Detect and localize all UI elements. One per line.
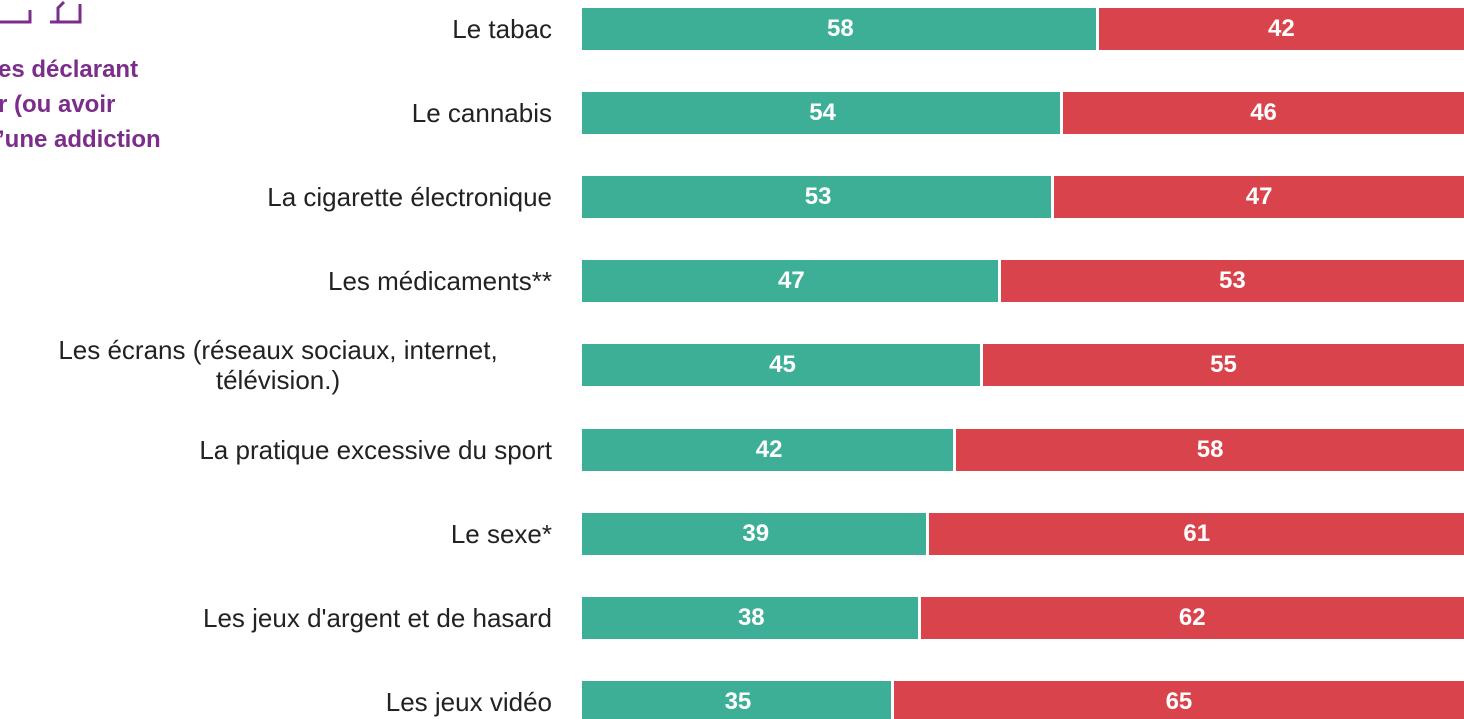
value-label: 55 xyxy=(1210,351,1237,379)
bar-segment xyxy=(956,428,1464,471)
bar-segment xyxy=(582,92,1064,135)
annotation: r (ou avoir xyxy=(0,91,116,118)
value-label: 35 xyxy=(724,687,752,715)
bar-segment xyxy=(582,8,1099,50)
category-label: La pratique excessive du sport xyxy=(199,434,552,465)
value-label: 65 xyxy=(1165,687,1193,715)
category-label: Le sexe* xyxy=(450,518,552,549)
bar-segment xyxy=(893,680,1464,719)
value-label: 53 xyxy=(1219,267,1246,295)
bar-segment xyxy=(582,344,983,387)
value-label: 45 xyxy=(769,351,796,379)
bar-segment xyxy=(920,596,1464,639)
value-label: 47 xyxy=(778,267,805,295)
bar-segment xyxy=(582,428,957,471)
category-label: Le tabac xyxy=(452,14,552,44)
bar-segment xyxy=(582,596,921,639)
category-label: Les jeux d'argent et de hasard xyxy=(203,602,552,633)
category-label: Le cannabis xyxy=(411,98,552,129)
value-label: 39 xyxy=(742,519,770,547)
bar-segment xyxy=(582,260,1001,303)
bar-segment xyxy=(929,512,1464,555)
value-label: 42 xyxy=(1268,15,1295,42)
value-label: 53 xyxy=(804,183,832,211)
category-label: La cigarette électronique xyxy=(267,182,552,213)
value-label: 61 xyxy=(1183,519,1211,547)
category-label: Les médicaments** xyxy=(328,266,552,297)
annotation: ’une addiction xyxy=(0,126,161,153)
bar-segment xyxy=(1054,176,1464,219)
value-label: 38 xyxy=(737,603,765,631)
value-label: 58 xyxy=(827,15,854,42)
annotation: es déclarant xyxy=(0,56,139,83)
bar-segment xyxy=(582,176,1055,219)
bar-segment xyxy=(982,344,1464,387)
bar-segment xyxy=(1098,8,1464,50)
value-label: 46 xyxy=(1250,99,1277,127)
value-label: 62 xyxy=(1178,603,1206,631)
bar-segment xyxy=(582,680,894,719)
value-label: 47 xyxy=(1245,183,1273,211)
bar-segment xyxy=(1000,260,1464,303)
bar-segment xyxy=(1063,92,1464,135)
value-label: 42 xyxy=(755,435,783,463)
value-label: 54 xyxy=(809,99,836,127)
category-label: Les écrans (réseaux sociaux, internet, t… xyxy=(58,335,498,396)
value-label: 58 xyxy=(1196,435,1224,463)
icon xyxy=(0,0,82,24)
bar-segment xyxy=(582,512,930,555)
category-label: Les jeux vidéo xyxy=(385,686,552,717)
